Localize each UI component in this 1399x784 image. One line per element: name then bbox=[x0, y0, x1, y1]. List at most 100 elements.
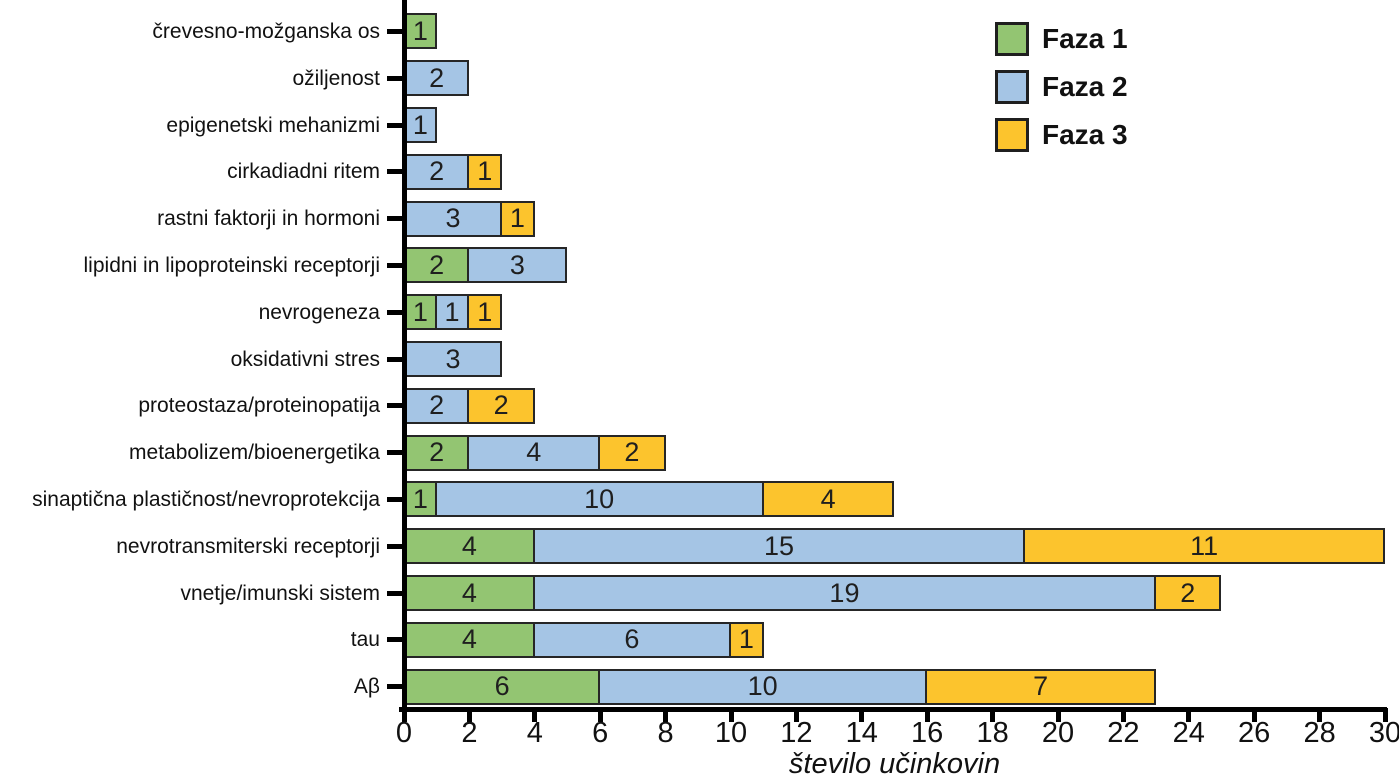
bar-value-label: 3 bbox=[445, 343, 461, 374]
y-axis-line bbox=[402, 0, 407, 708]
x-axis-tick bbox=[401, 708, 407, 722]
bar-segment: 3 bbox=[467, 247, 568, 284]
bar-value-label: 4 bbox=[461, 624, 477, 655]
y-axis-tick bbox=[387, 122, 402, 128]
bar-value-label: 6 bbox=[494, 671, 510, 702]
bar-value-label: 1 bbox=[412, 109, 428, 140]
bar-value-label: 1 bbox=[444, 296, 460, 327]
x-axis-tick-label: 14 bbox=[845, 717, 878, 749]
bar-segment: 3 bbox=[404, 200, 503, 237]
bar-value-label: 10 bbox=[584, 483, 615, 514]
bar-segment: 1 bbox=[467, 294, 503, 331]
bar-segment: 2 bbox=[467, 387, 535, 424]
x-axis-tick-label: 4 bbox=[526, 717, 543, 749]
x-axis-tick-label: 8 bbox=[657, 717, 674, 749]
y-axis-tick bbox=[387, 403, 402, 409]
legend-swatch bbox=[995, 22, 1029, 56]
category-label: nevrogeneza bbox=[258, 300, 380, 324]
bar-segment: 4 bbox=[404, 575, 535, 611]
x-axis-tick-label: 22 bbox=[1107, 717, 1140, 749]
category-label: Aβ bbox=[353, 675, 380, 699]
bar-value-label: 4 bbox=[461, 577, 477, 608]
x-axis-tick bbox=[990, 708, 996, 722]
bar-segment: 2 bbox=[404, 434, 470, 471]
bar-segment: 6 bbox=[404, 668, 601, 705]
y-axis-tick bbox=[387, 684, 402, 690]
bar-segment: 1 bbox=[729, 621, 764, 658]
legend-item: Faza 3 bbox=[995, 118, 1128, 152]
bar-segment: 2 bbox=[404, 247, 470, 284]
x-axis-tick-label: 28 bbox=[1303, 717, 1336, 749]
bar-value-label: 7 bbox=[1033, 671, 1049, 702]
category-label: epigenetski mehanizmi bbox=[166, 113, 380, 137]
bar-value-label: 1 bbox=[412, 483, 428, 514]
x-axis-tick bbox=[1120, 708, 1126, 722]
x-axis-tick bbox=[1317, 708, 1323, 722]
category-label: proteostaza/proteinopatija bbox=[138, 394, 380, 418]
x-axis-tick bbox=[1382, 708, 1388, 722]
bar-segment: 10 bbox=[434, 481, 764, 518]
bar-value-label: 10 bbox=[747, 671, 778, 702]
bar-segment: 11 bbox=[1023, 528, 1385, 565]
bar-segment: 1 bbox=[404, 107, 437, 143]
x-axis-tick-label: 26 bbox=[1238, 717, 1271, 749]
bar-segment: 1 bbox=[404, 294, 437, 331]
bar-segment: 4 bbox=[761, 481, 895, 518]
legend: Faza 1 Faza 2 Faza 3 bbox=[995, 22, 1128, 166]
x-axis-tick bbox=[532, 708, 538, 722]
bar-segment: 1 bbox=[434, 294, 470, 331]
y-axis-tick bbox=[387, 496, 402, 502]
y-axis-tick bbox=[387, 590, 402, 596]
legend-swatch bbox=[995, 118, 1029, 152]
x-axis-tick bbox=[597, 708, 603, 722]
bar-value-label: 15 bbox=[764, 530, 795, 561]
bar-segment: 2 bbox=[404, 387, 470, 424]
legend-label: Faza 3 bbox=[1042, 119, 1128, 150]
x-axis-tick-label: 2 bbox=[461, 717, 478, 749]
x-axis-tick-label: 16 bbox=[911, 717, 944, 749]
x-axis-line bbox=[399, 707, 1387, 712]
legend-label: Faza 2 bbox=[1042, 71, 1128, 102]
bar-segment: 4 bbox=[404, 621, 535, 658]
x-axis-tick bbox=[663, 708, 669, 722]
bar-value-label: 1 bbox=[412, 15, 428, 46]
x-axis-tick bbox=[1186, 708, 1192, 722]
bar-value-label: 2 bbox=[429, 390, 445, 421]
bar-segment: 1 bbox=[404, 13, 437, 50]
y-axis-tick bbox=[387, 28, 402, 34]
category-label: metabolizem/bioenergetika bbox=[129, 441, 380, 465]
legend-swatch bbox=[995, 70, 1029, 104]
y-axis-tick bbox=[387, 356, 402, 362]
bar-value-label: 2 bbox=[1180, 577, 1196, 608]
bar-value-label: 2 bbox=[429, 156, 445, 187]
bar-segment: 10 bbox=[598, 668, 928, 705]
category-label: črevesno-možganska os bbox=[152, 19, 380, 43]
bar-segment: 6 bbox=[532, 621, 731, 658]
y-axis-tick bbox=[387, 169, 402, 175]
x-axis-tick-label: 24 bbox=[1172, 717, 1205, 749]
x-axis-tick-label: 0 bbox=[395, 717, 413, 749]
x-axis-tick-label: 12 bbox=[780, 717, 813, 749]
bar-value-label: 11 bbox=[1190, 530, 1219, 561]
bar-value-label: 3 bbox=[445, 203, 461, 234]
bar-value-label: 4 bbox=[461, 530, 477, 561]
y-axis-tick bbox=[387, 450, 402, 456]
bar-segment: 2 bbox=[1154, 575, 1222, 611]
category-label: cirkadiadni ritem bbox=[227, 160, 380, 184]
x-axis-tick-label: 10 bbox=[714, 717, 748, 749]
x-axis-tick bbox=[793, 708, 799, 722]
category-label: tau bbox=[350, 628, 380, 652]
y-axis-tick bbox=[387, 543, 402, 549]
x-axis-tick bbox=[1055, 708, 1061, 722]
y-axis-tick bbox=[387, 216, 402, 222]
category-label: vnetje/imunski sistem bbox=[180, 581, 380, 605]
bar-value-label: 4 bbox=[526, 437, 542, 468]
bar-value-label: 1 bbox=[477, 296, 493, 327]
bar-segment: 1 bbox=[404, 481, 437, 518]
category-label: rastni faktorji in hormoni bbox=[157, 207, 380, 231]
bar-segment: 1 bbox=[467, 153, 503, 190]
bar-segment: 4 bbox=[404, 528, 535, 565]
x-axis-tick-label: 20 bbox=[1041, 717, 1075, 749]
x-axis-title: število učinkovin bbox=[788, 748, 1001, 780]
